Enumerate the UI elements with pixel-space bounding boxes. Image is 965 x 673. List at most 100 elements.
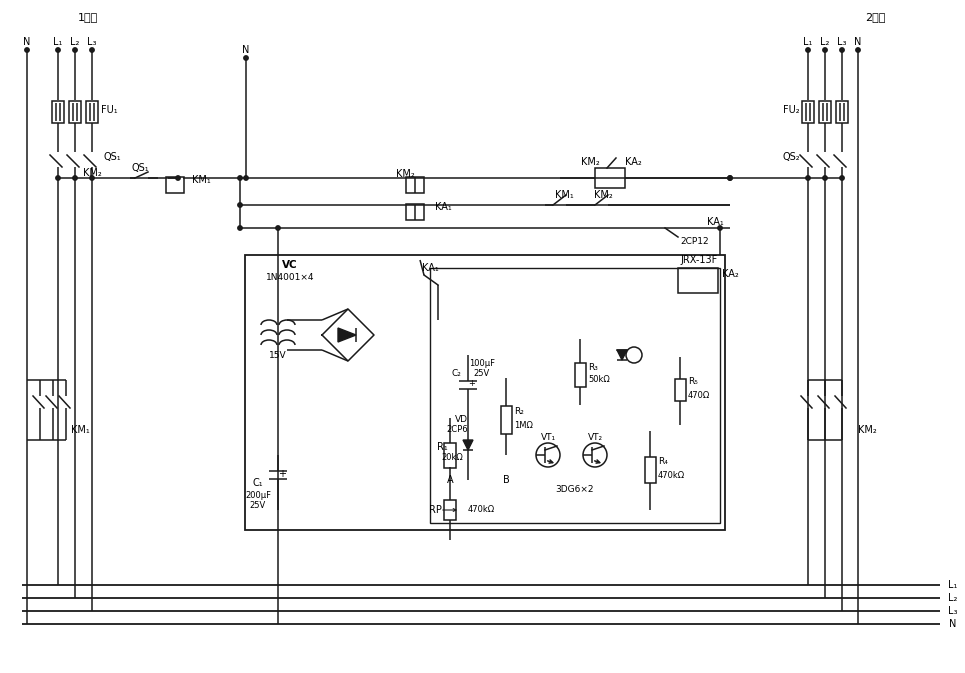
Text: 1N4001×4: 1N4001×4: [265, 273, 315, 281]
Circle shape: [72, 176, 77, 180]
Bar: [575, 363, 586, 387]
Text: 15V: 15V: [269, 351, 287, 361]
Text: 50kΩ: 50kΩ: [588, 376, 610, 384]
Text: L₂: L₂: [70, 37, 80, 47]
Text: N: N: [950, 619, 956, 629]
Text: L₁: L₁: [949, 580, 957, 590]
Circle shape: [244, 56, 248, 60]
Text: L₃: L₃: [87, 37, 96, 47]
Circle shape: [806, 48, 811, 52]
Text: C₁: C₁: [253, 478, 263, 488]
Bar: [678, 268, 718, 293]
Circle shape: [237, 176, 242, 180]
Text: VC: VC: [282, 260, 298, 270]
Text: FU₁: FU₁: [101, 105, 118, 115]
Text: KM₂: KM₂: [581, 157, 599, 167]
Text: 3DG6×2: 3DG6×2: [556, 485, 594, 495]
Bar: [86, 101, 98, 123]
Text: A: A: [447, 475, 454, 485]
Bar: [595, 168, 625, 188]
Text: KA₁: KA₁: [422, 263, 438, 273]
Circle shape: [244, 176, 248, 180]
Text: KM₁: KM₁: [555, 190, 574, 200]
Text: KM₂: KM₂: [396, 169, 414, 179]
Text: KA₂: KA₂: [722, 269, 739, 279]
Circle shape: [728, 176, 732, 180]
Text: VD: VD: [455, 415, 468, 425]
Polygon shape: [338, 328, 356, 342]
Circle shape: [90, 176, 95, 180]
Bar: [501, 406, 512, 434]
Circle shape: [176, 176, 180, 180]
Text: R₄: R₄: [658, 458, 668, 466]
Circle shape: [237, 203, 242, 207]
Text: R₁: R₁: [436, 442, 448, 452]
Circle shape: [536, 443, 560, 467]
Text: QS₂: QS₂: [783, 152, 800, 162]
Text: 200μF: 200μF: [245, 491, 271, 499]
Text: L₂: L₂: [820, 37, 830, 47]
Text: N: N: [23, 37, 31, 47]
Text: KA₁: KA₁: [706, 217, 724, 227]
Text: 1电源: 1电源: [78, 12, 98, 22]
Text: 20kΩ: 20kΩ: [441, 452, 463, 462]
Text: KM₁: KM₁: [192, 175, 210, 185]
Bar: [819, 101, 831, 123]
Text: KM₁: KM₁: [70, 425, 90, 435]
Bar: [802, 101, 814, 123]
Text: KM₂: KM₂: [594, 190, 613, 200]
Circle shape: [72, 48, 77, 52]
Text: B: B: [503, 475, 510, 485]
Text: QS₁: QS₁: [131, 163, 149, 173]
Bar: [430, 268, 720, 523]
Text: 100μF: 100μF: [469, 359, 495, 367]
Text: 470kΩ: 470kΩ: [658, 470, 685, 479]
Circle shape: [806, 176, 811, 180]
Text: KA₁: KA₁: [435, 202, 452, 212]
Circle shape: [840, 48, 844, 52]
Text: R₅: R₅: [688, 378, 698, 386]
Circle shape: [728, 176, 732, 180]
Text: L₃: L₃: [838, 37, 846, 47]
Bar: [166, 177, 184, 193]
Bar: [406, 204, 424, 220]
Text: VT₁: VT₁: [540, 433, 556, 443]
Text: L₃: L₃: [949, 606, 957, 616]
Circle shape: [276, 226, 280, 230]
Bar: [245, 255, 725, 530]
Text: VT₂: VT₂: [588, 433, 602, 443]
Text: QS₁: QS₁: [103, 152, 121, 162]
Bar: [406, 177, 424, 193]
Text: 2CP12: 2CP12: [680, 236, 708, 246]
Text: KM₂: KM₂: [83, 168, 101, 178]
Text: R₂: R₂: [514, 407, 524, 417]
Circle shape: [56, 48, 60, 52]
Text: KM₂: KM₂: [858, 425, 877, 435]
Text: +: +: [278, 469, 286, 479]
Text: 25V: 25V: [474, 369, 490, 378]
Text: +: +: [469, 380, 476, 388]
Circle shape: [823, 176, 827, 180]
Circle shape: [237, 226, 242, 230]
Bar: [444, 443, 456, 468]
Bar: [675, 379, 686, 401]
Bar: [69, 101, 81, 123]
Circle shape: [56, 176, 60, 180]
Text: 25V: 25V: [250, 501, 266, 509]
Text: 1MΩ: 1MΩ: [514, 421, 533, 429]
Text: 470Ω: 470Ω: [688, 390, 710, 400]
Circle shape: [856, 48, 860, 52]
Bar: [645, 457, 656, 483]
Circle shape: [583, 443, 607, 467]
Polygon shape: [463, 440, 473, 450]
Circle shape: [840, 176, 844, 180]
Text: FU₂: FU₂: [784, 105, 800, 115]
Bar: [52, 101, 64, 123]
Text: RP: RP: [428, 505, 441, 515]
Polygon shape: [617, 350, 627, 360]
Bar: [836, 101, 848, 123]
Text: N: N: [854, 37, 862, 47]
Text: L₁: L₁: [803, 37, 813, 47]
Bar: [444, 500, 456, 520]
Text: JRX-13F: JRX-13F: [680, 255, 717, 265]
